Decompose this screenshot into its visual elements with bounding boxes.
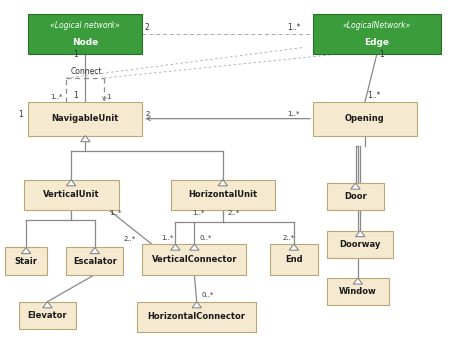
Text: «Logical network»: «Logical network»	[50, 21, 120, 30]
FancyBboxPatch shape	[270, 244, 318, 275]
FancyBboxPatch shape	[19, 302, 76, 329]
Text: 1..*: 1..*	[109, 210, 121, 216]
Text: VerticalUnit: VerticalUnit	[43, 191, 100, 199]
Text: Elevator: Elevator	[27, 311, 67, 320]
Text: HorizontalUnit: HorizontalUnit	[188, 191, 257, 199]
Polygon shape	[81, 136, 90, 142]
Text: Doorway: Doorway	[339, 240, 381, 248]
Text: 2: 2	[146, 111, 150, 117]
Polygon shape	[90, 247, 100, 254]
Polygon shape	[289, 244, 299, 250]
Text: Escalator: Escalator	[73, 257, 117, 265]
Polygon shape	[353, 278, 363, 284]
Polygon shape	[356, 231, 365, 237]
Text: 2..*: 2..*	[123, 236, 136, 242]
Text: 1..*: 1..*	[161, 235, 173, 241]
FancyBboxPatch shape	[28, 102, 142, 136]
Text: Window: Window	[339, 287, 377, 296]
Text: 1: 1	[379, 50, 384, 59]
Text: VerticalConnector: VerticalConnector	[152, 255, 237, 264]
Text: NavigableUnit: NavigableUnit	[52, 114, 119, 123]
Polygon shape	[171, 244, 180, 250]
Polygon shape	[43, 302, 52, 308]
FancyBboxPatch shape	[327, 231, 393, 258]
FancyBboxPatch shape	[327, 278, 389, 305]
Text: 1: 1	[18, 109, 23, 119]
Text: HorizontalConnector: HorizontalConnector	[148, 313, 246, 321]
Text: Edge: Edge	[365, 38, 389, 47]
Text: Opening: Opening	[345, 114, 385, 123]
FancyBboxPatch shape	[5, 247, 47, 275]
Text: 0..*: 0..*	[199, 235, 211, 241]
Polygon shape	[192, 302, 201, 308]
FancyBboxPatch shape	[28, 14, 142, 54]
FancyBboxPatch shape	[171, 180, 275, 210]
Text: 2..*: 2..*	[282, 235, 294, 241]
Text: 1..*: 1..*	[287, 23, 300, 32]
Text: End: End	[285, 255, 303, 264]
Polygon shape	[351, 183, 360, 189]
FancyBboxPatch shape	[313, 102, 417, 136]
Text: Door: Door	[344, 192, 367, 201]
Polygon shape	[21, 247, 31, 254]
Text: 1: 1	[107, 94, 111, 100]
FancyBboxPatch shape	[142, 244, 246, 275]
Polygon shape	[218, 180, 228, 186]
Text: 1..*: 1..*	[367, 91, 381, 100]
Text: «LogicalNetwork»: «LogicalNetwork»	[343, 21, 411, 30]
Text: 1..*: 1..*	[50, 94, 62, 100]
Text: 1: 1	[73, 91, 78, 100]
FancyBboxPatch shape	[137, 302, 256, 332]
Polygon shape	[66, 180, 76, 186]
Text: 1..*: 1..*	[287, 111, 299, 117]
FancyBboxPatch shape	[327, 183, 384, 210]
FancyBboxPatch shape	[66, 247, 123, 275]
Text: 2: 2	[145, 23, 149, 32]
Text: Connect: Connect	[71, 67, 102, 76]
Text: 1..*: 1..*	[192, 210, 204, 216]
Text: Node: Node	[72, 38, 99, 47]
FancyBboxPatch shape	[313, 14, 441, 54]
FancyBboxPatch shape	[24, 180, 119, 210]
Text: Stair: Stair	[15, 257, 37, 265]
Text: 0..*: 0..*	[201, 292, 214, 298]
Text: 1: 1	[73, 50, 78, 59]
Text: 2..*: 2..*	[228, 210, 240, 216]
Polygon shape	[190, 244, 199, 250]
